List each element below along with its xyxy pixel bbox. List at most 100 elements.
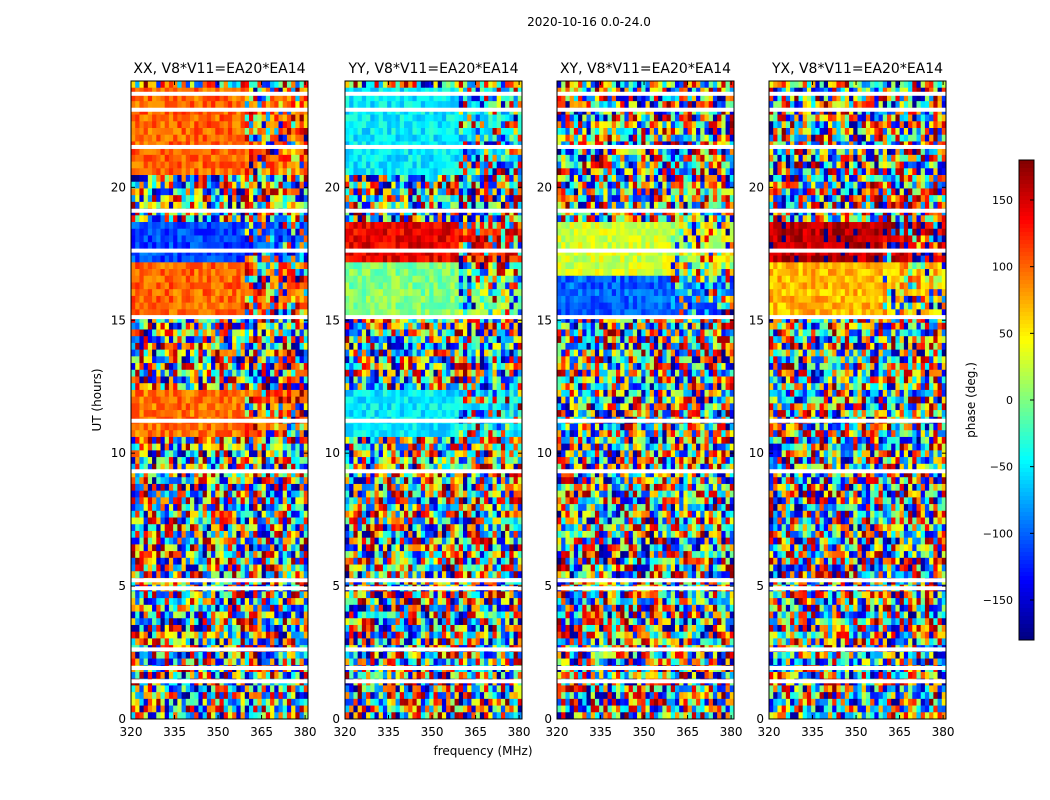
- heatmap-cell: [190, 631, 195, 639]
- heatmap-cell: [168, 309, 174, 317]
- heatmap-cell: [194, 275, 199, 283]
- heatmap-cell: [479, 134, 485, 142]
- heatmap-cell: [173, 235, 178, 243]
- heatmap-cell: [227, 383, 233, 391]
- heatmap-cell: [484, 121, 489, 129]
- heatmap-cell: [160, 403, 166, 411]
- heatmap-cell: [215, 477, 220, 485]
- heatmap-cell: [291, 571, 296, 579]
- heatmap-cell: [450, 222, 455, 230]
- heatmap-cell: [181, 262, 187, 270]
- heatmap-cell: [450, 201, 455, 209]
- heatmap-cell: [299, 222, 305, 230]
- heatmap-cell: [135, 410, 140, 418]
- heatmap-cell: [484, 215, 489, 223]
- heatmap-cell: [463, 222, 468, 230]
- heatmap-cell: [194, 222, 199, 230]
- heatmap-cell: [190, 685, 195, 693]
- heatmap-cell: [509, 154, 514, 162]
- heatmap-cell: [291, 114, 296, 122]
- heatmap-cell: [139, 295, 145, 304]
- heatmap-cell: [249, 369, 254, 377]
- heatmap-cell: [152, 383, 157, 391]
- heatmap-cell: [152, 154, 157, 162]
- heatmap-cell: [177, 423, 182, 431]
- heatmap-cell: [412, 195, 418, 203]
- heatmap-cell: [227, 322, 233, 330]
- heatmap-cell: [198, 168, 204, 176]
- heatmap-cell: [387, 175, 392, 183]
- heatmap-cell: [261, 94, 267, 102]
- heatmap-cell: [202, 403, 208, 411]
- heatmap-cell: [190, 168, 195, 176]
- heatmap-cell: [198, 705, 204, 713]
- heatmap-cell: [496, 94, 502, 102]
- heatmap-cell: [295, 651, 300, 659]
- heatmap-cell: [211, 557, 216, 565]
- heatmap-cell: [190, 510, 195, 518]
- heatmap-cell: [173, 222, 178, 230]
- heatmap-cell: [265, 698, 271, 706]
- heatmap-cell: [270, 262, 275, 270]
- heatmap-cell: [236, 611, 241, 619]
- heatmap-cell: [198, 389, 204, 398]
- heatmap-cell: [227, 712, 233, 720]
- heatmap-cell: [236, 101, 241, 109]
- heatmap-cell: [152, 651, 157, 659]
- heatmap-cell: [160, 275, 166, 283]
- heatmap-cell: [152, 692, 157, 700]
- heatmap-cell: [244, 598, 250, 606]
- heatmap-cell: [240, 376, 246, 384]
- heatmap-cell: [168, 255, 174, 263]
- heatmap-cell: [164, 564, 170, 572]
- heatmap-cell: [270, 651, 275, 659]
- heatmap-cell: [223, 154, 229, 162]
- heatmap-cell: [232, 222, 237, 230]
- heatmap-cell: [236, 188, 241, 196]
- heatmap-cell: [215, 228, 220, 236]
- heatmap-cell: [265, 222, 271, 230]
- heatmap-cell: [147, 289, 153, 297]
- heatmap-cell: [236, 651, 241, 659]
- heatmap-cell: [253, 349, 258, 357]
- heatmap-cell: [395, 154, 401, 162]
- heatmap-cell: [173, 188, 178, 196]
- heatmap-cell: [215, 436, 220, 445]
- heatmap-cell: [173, 181, 178, 189]
- heatmap-cell: [223, 168, 229, 176]
- heatmap-cell: [164, 463, 170, 471]
- heatmap-cell: [219, 356, 225, 364]
- heatmap-cell: [492, 94, 498, 102]
- heatmap-cell: [257, 510, 263, 518]
- heatmap-cell: [299, 188, 305, 196]
- heatmap-cell: [185, 114, 191, 122]
- heatmap-cell: [223, 228, 229, 236]
- heatmap-cell: [202, 282, 208, 290]
- heatmap-cell: [147, 631, 153, 639]
- heatmap-cell: [135, 403, 140, 411]
- heatmap-cell: [156, 396, 161, 404]
- heatmap-cell: [249, 436, 254, 445]
- heatmap-cell: [206, 121, 212, 129]
- heatmap-cell: [349, 154, 354, 162]
- heatmap-cell: [240, 591, 246, 599]
- heatmap-cell: [219, 510, 225, 518]
- heatmap-cell: [131, 275, 136, 283]
- heatmap-cell: [282, 336, 288, 344]
- heatmap-cell: [286, 631, 292, 639]
- heatmap-cell: [249, 262, 254, 270]
- heatmap-cell: [257, 698, 263, 706]
- heatmap-cell: [190, 651, 195, 659]
- heatmap-cell: [274, 215, 279, 223]
- heatmap-cell: [177, 215, 182, 223]
- heatmap-cell: [274, 168, 279, 176]
- heatmap-cell: [257, 269, 263, 277]
- heatmap-cell: [441, 148, 447, 156]
- heatmap-cell: [366, 81, 371, 89]
- heatmap-cell: [349, 175, 354, 183]
- heatmap-cell: [513, 128, 519, 136]
- heatmap-cell: [249, 242, 254, 250]
- heatmap-cell: [249, 490, 254, 498]
- heatmap-cell: [412, 114, 418, 122]
- heatmap-cell: [215, 410, 220, 418]
